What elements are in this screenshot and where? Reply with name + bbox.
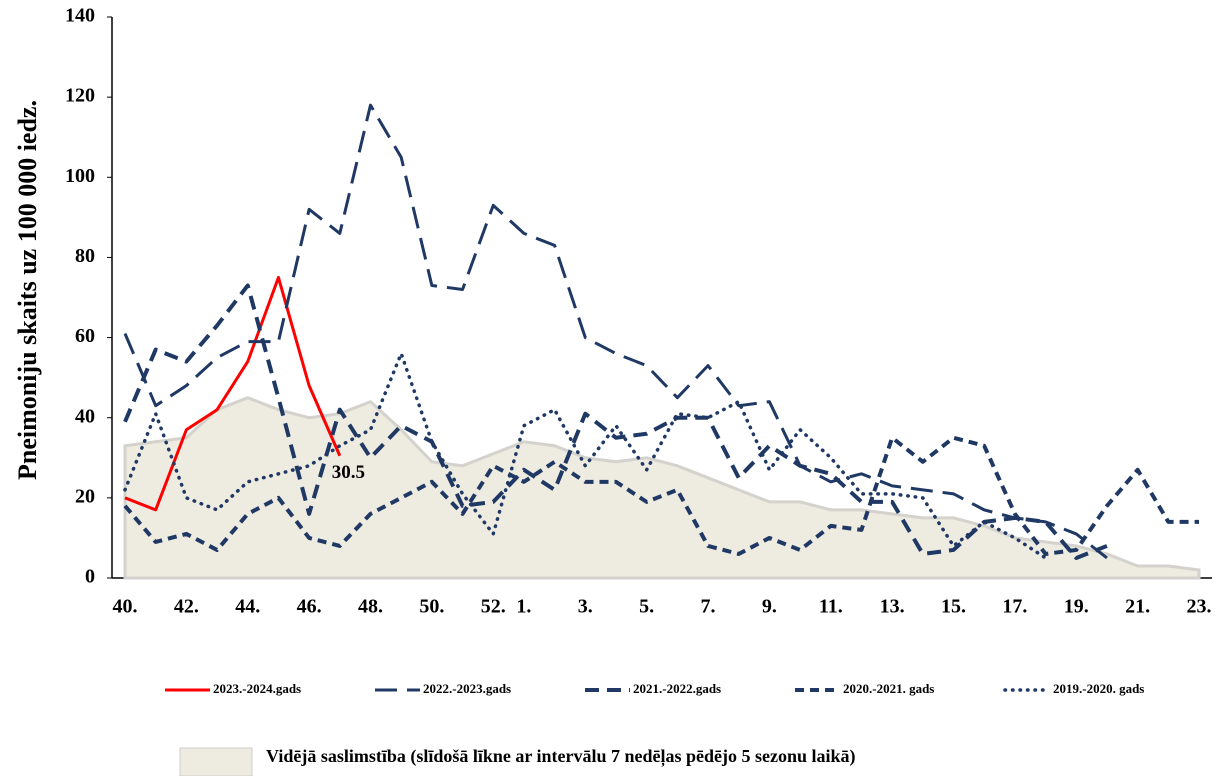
- x-tick-label: 1.: [516, 596, 531, 618]
- series-line: [124, 275, 342, 512]
- legend-label: 2023.-2024.gads: [213, 681, 301, 696]
- y-tick-label: 40: [75, 405, 95, 427]
- legend-label: Vidējā saslimstība (slīdošā līkne ar int…: [266, 746, 856, 767]
- data-label: 30.5: [332, 462, 365, 483]
- x-tick-label: 3.: [578, 596, 593, 618]
- y-tick-label: 0: [85, 566, 95, 588]
- y-tick-label: 60: [75, 325, 95, 347]
- y-tick-label: 140: [65, 5, 95, 27]
- legend-swatch: [179, 747, 253, 776]
- x-tick-label: 9.: [762, 596, 777, 618]
- x-tick-label: 11.: [819, 596, 843, 618]
- x-tick-label: 50.: [419, 596, 444, 618]
- x-tick-label: 7.: [701, 596, 716, 618]
- x-tick-label: 5.: [639, 596, 654, 618]
- x-tick-label: 46.: [297, 596, 322, 618]
- legend-label: 2019.-2020. gads: [1053, 681, 1144, 696]
- x-tick-label: 42.: [174, 596, 199, 618]
- x-tick-label: 23.: [1187, 596, 1212, 618]
- y-tick-label: 20: [75, 485, 95, 507]
- x-tick-label: 48.: [358, 596, 383, 618]
- legend-label: 2020.-2021. gads: [843, 681, 934, 696]
- x-tick-label: 21.: [1125, 596, 1150, 618]
- x-tick-label: 40.: [113, 596, 138, 618]
- x-tick-label: 44.: [235, 596, 260, 618]
- legend-label: 2021.-2022.gads: [633, 681, 721, 696]
- series-line: [123, 351, 1048, 560]
- y-tick-label: 100: [65, 165, 95, 187]
- x-tick-label: 52.: [481, 596, 506, 618]
- x-tick-label: 17.: [1002, 596, 1027, 618]
- x-tick-label: 15.: [941, 596, 966, 618]
- x-tick-label: 19.: [1064, 596, 1089, 618]
- y-tick-label: 120: [65, 85, 95, 107]
- series-line: [123, 283, 1108, 560]
- series-line: [123, 103, 1108, 560]
- y-tick-label: 80: [75, 245, 95, 267]
- x-tick-label: 13.: [880, 596, 905, 618]
- legend-label: 2022.-2023.gads: [423, 681, 511, 696]
- y-axis-title: Pneimoniju skaits uz 100 000 iedz.: [13, 100, 42, 480]
